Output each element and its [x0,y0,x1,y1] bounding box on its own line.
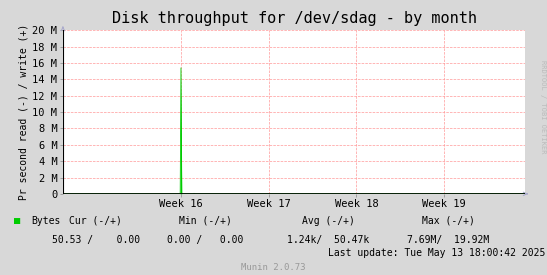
Text: 50.53 /    0.00: 50.53 / 0.00 [51,235,140,245]
Text: Munin 2.0.73: Munin 2.0.73 [241,263,306,272]
Text: Max (-/+): Max (-/+) [422,216,475,225]
Text: ■: ■ [14,216,20,225]
Text: Bytes: Bytes [32,216,61,225]
Text: 1.24k/  50.47k: 1.24k/ 50.47k [287,235,369,245]
Text: 7.69M/  19.92M: 7.69M/ 19.92M [408,235,490,245]
Text: 0.00 /   0.00: 0.00 / 0.00 [167,235,243,245]
Text: Min (-/+): Min (-/+) [179,216,231,225]
Title: Disk throughput for /dev/sdag - by month: Disk throughput for /dev/sdag - by month [112,11,476,26]
Text: Avg (-/+): Avg (-/+) [302,216,354,225]
Text: Last update: Tue May 13 18:00:42 2025: Last update: Tue May 13 18:00:42 2025 [328,249,545,258]
Text: Cur (-/+): Cur (-/+) [69,216,122,225]
Y-axis label: Pr second read (-) / write (+): Pr second read (-) / write (+) [18,24,28,200]
Text: RRDTOOL / TOBI OETIKER: RRDTOOL / TOBI OETIKER [540,60,546,154]
